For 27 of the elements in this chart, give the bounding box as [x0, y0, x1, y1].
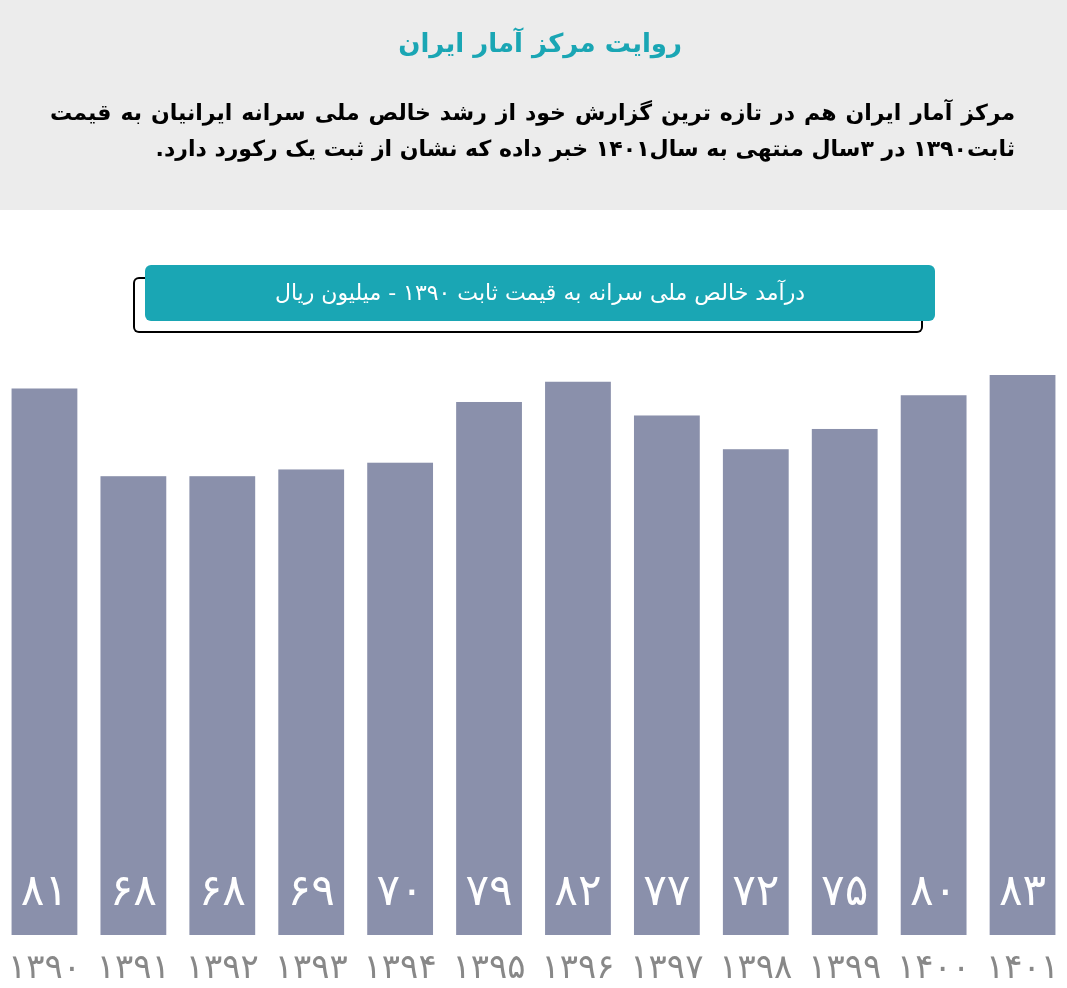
x-tick-label: ۱۳۹۵ [452, 946, 526, 986]
data-label: ۷۰ [376, 864, 424, 915]
x-tick-label: ۱۳۹۴ [363, 946, 437, 986]
data-label: ۷۷ [643, 864, 691, 915]
data-label: ۷۵ [821, 864, 869, 915]
y-axis-title: درآمد خالص ملی سرانه به قیمت ثابت ۱۳۹۰ - میلیون ریال [145, 265, 935, 321]
data-label: ۸۳ [998, 864, 1047, 915]
x-tick-label: ۱۴۰۰ [897, 946, 971, 986]
data-label: ۶۸ [198, 864, 246, 915]
x-tick-label: ۱۳۹۰ [7, 946, 81, 986]
data-label: ۸۲ [554, 864, 602, 915]
data-label: ۸۱ [20, 864, 69, 915]
data-label: ۷۹ [465, 864, 513, 915]
x-tick-label: ۱۳۹۱ [96, 946, 170, 986]
x-tick-label: ۱۳۹۳ [274, 946, 348, 986]
x-tick-label: ۱۳۹۸ [719, 946, 793, 986]
data-label: ۷۲ [732, 864, 780, 915]
x-tick-label: ۱۳۹۷ [630, 946, 704, 986]
x-tick-label: ۱۳۹۶ [541, 946, 615, 986]
x-tick-label: ۱۳۹۲ [185, 946, 259, 986]
x-tick-label: ۱۴۰۱ [986, 946, 1060, 986]
chart-subtitle: مرکز آمار ایران هم در تازه ترین گزارش خود از رشد خالص ملی سرانه ایرانیان به قیمت ثابت۱۳۹۰ در ۳سال منتهی به سال۱۴۰۱ خبر داده که نشان از ثبت یک رکورد دارد. [50, 98, 1015, 164]
data-label: ۶۸ [109, 864, 158, 915]
data-label: ۶۹ [287, 864, 335, 915]
chart-title: روایت مرکز آمار ایران [398, 28, 682, 58]
data-label: ۸۰ [909, 864, 958, 915]
x-tick-label: ۱۳۹۹ [808, 946, 882, 986]
